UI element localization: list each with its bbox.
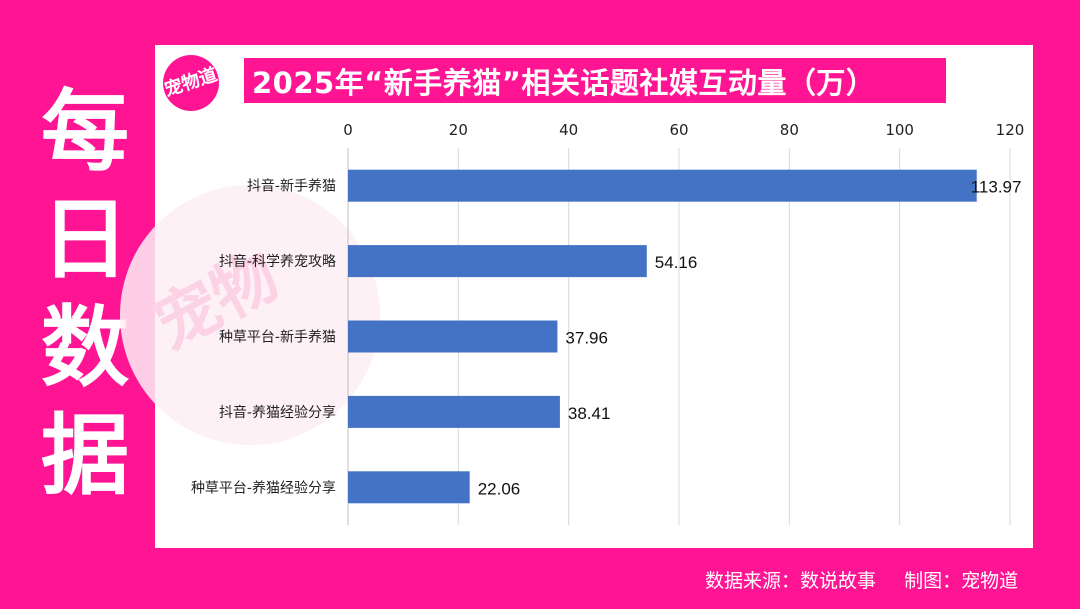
chart-title: 2025年“新手养猫”相关话题社媒互动量（万） xyxy=(252,65,876,100)
side-title: 每 日 数 据 xyxy=(30,78,140,510)
side-title-char: 据 xyxy=(40,404,129,507)
category-label: 种草平台-新手养猫 xyxy=(219,330,336,346)
x-tick-label: 80 xyxy=(780,121,799,139)
data-label: 113.97 xyxy=(971,178,1022,197)
data-label: 37.96 xyxy=(565,329,608,348)
footer: 数据来源：数说故事 制图：宠物道 xyxy=(705,566,1018,593)
chart-maker: 制图：宠物道 xyxy=(904,570,1019,592)
category-label: 抖音-养猫经验分享 xyxy=(219,404,336,421)
title-banner: 2025年“新手养猫”相关话题社媒互动量（万） xyxy=(244,58,946,103)
data-label: 22.06 xyxy=(478,479,521,498)
x-tick-label: 0 xyxy=(343,121,353,139)
category-label: 抖音-新手养猫 xyxy=(247,178,336,195)
x-tick-label: 60 xyxy=(669,121,688,139)
logo: 宠物道 xyxy=(162,55,220,111)
x-tick-label: 20 xyxy=(449,121,468,139)
data-source: 数据来源：数说故事 xyxy=(705,570,877,592)
side-title-char: 日 xyxy=(40,188,129,291)
x-tick-label: 100 xyxy=(885,121,914,139)
watermark-circle xyxy=(120,185,380,445)
side-title-char: 数 xyxy=(40,296,129,399)
side-title-char: 每 xyxy=(40,80,129,183)
data-label: 54.16 xyxy=(655,253,698,272)
bar xyxy=(348,395,560,428)
x-tick-label: 120 xyxy=(996,121,1025,139)
bar xyxy=(348,245,647,278)
data-label: 38.41 xyxy=(568,404,611,423)
category-label: 种草平台-养猫经验分享 xyxy=(191,479,336,496)
category-label: 抖音-科学养宠攻略 xyxy=(219,253,336,270)
x-tick-label: 40 xyxy=(559,121,578,139)
bar xyxy=(348,169,977,202)
bar xyxy=(348,471,470,504)
bar xyxy=(348,320,558,353)
